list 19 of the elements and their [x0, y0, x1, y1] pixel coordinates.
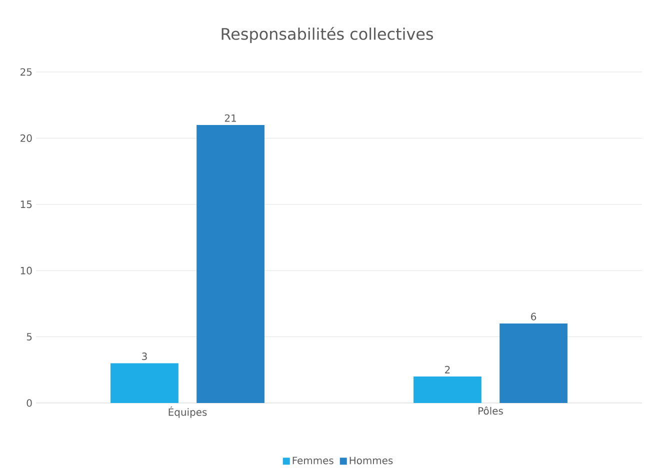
data-label: 3	[142, 352, 147, 360]
legend-label: Femmes	[292, 456, 334, 464]
data-label: 21	[224, 114, 236, 122]
y-tick-label: 10	[20, 266, 32, 274]
x-tick-label: Pôles	[478, 406, 503, 415]
y-tick-label: 0	[26, 399, 32, 407]
legend-label: Hommes	[350, 456, 393, 464]
y-tick-label: 20	[20, 134, 32, 142]
chart-title: Responsabilités collectives	[222, 26, 434, 44]
y-tick-label: 25	[20, 68, 32, 76]
data-label: 2	[445, 366, 450, 374]
data-label: 6	[531, 312, 536, 320]
bar	[196, 124, 264, 403]
bar	[500, 324, 568, 403]
y-tick-label: 5	[26, 333, 32, 340]
bar	[414, 376, 482, 403]
y-tick-label: 15	[20, 200, 32, 208]
x-tick-label: Équipes	[168, 406, 207, 418]
bar	[110, 363, 178, 403]
